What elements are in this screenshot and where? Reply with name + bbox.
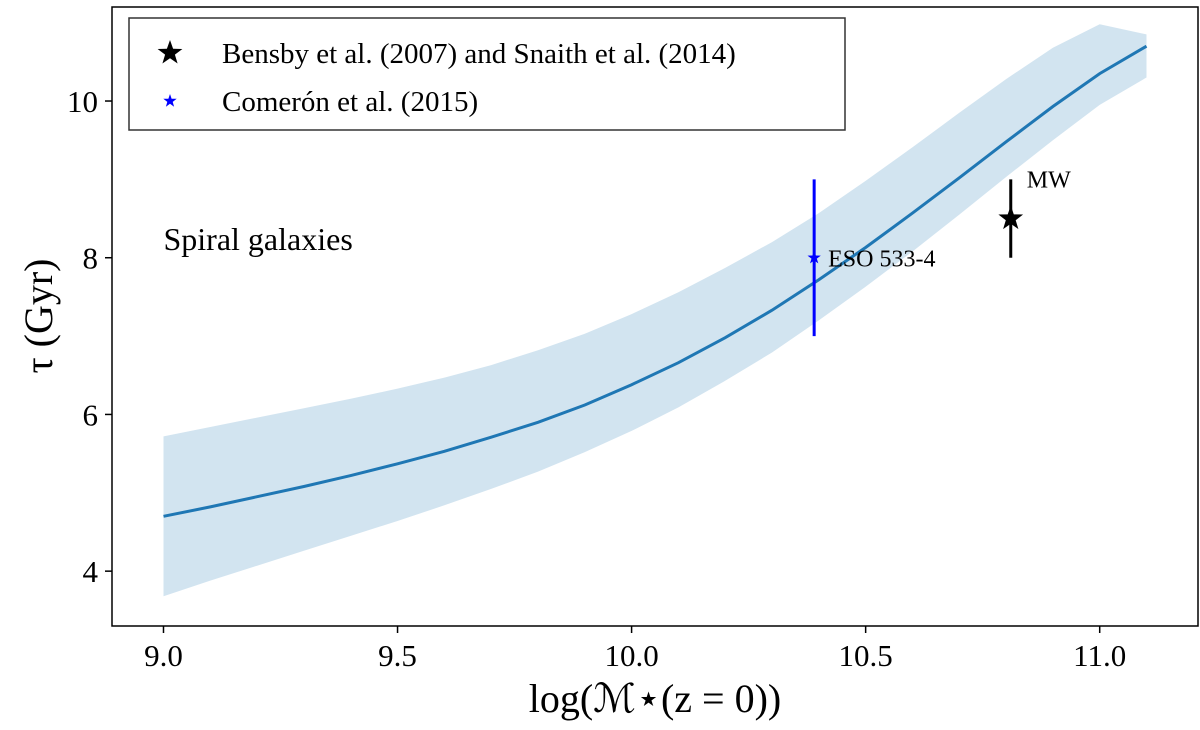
legend-box — [128, 17, 846, 131]
plot-frame — [111, 6, 1199, 627]
legend: Bensby et al. (2007) and Snaith et al. (… — [128, 17, 846, 131]
x-tick-label: 10.5 — [839, 638, 893, 673]
y-tick-label: 4 — [83, 554, 99, 589]
plot-area: MW ESO 533-4 Spiral galaxies — [163, 24, 1148, 597]
series-line — [163, 44, 1148, 518]
y-tick-label: 10 — [67, 84, 98, 119]
legend-label-comeron: Comerón et al. (2015) — [222, 86, 478, 118]
mw-star-marker — [998, 205, 1024, 230]
x-tick-label: 10.0 — [604, 638, 658, 673]
eso-label: ESO 533-4 — [828, 247, 935, 273]
y-tick-label: 8 — [83, 241, 99, 276]
y-axis: 4 6 8 10 — [67, 84, 112, 589]
uncertainty-band — [163, 24, 1147, 597]
x-axis: 9.0 9.5 10.0 10.5 11.0 — [144, 626, 1126, 673]
y-tick-label: 6 — [83, 397, 99, 432]
legend-marker-blue-star — [163, 94, 177, 107]
mw-label: MW — [1027, 167, 1071, 193]
legend-label-bensby: Bensby et al. (2007) and Snaith et al. (… — [222, 38, 736, 70]
spiral-galaxies-annotation: Spiral galaxies — [163, 221, 352, 257]
x-axis-title: log(ℳ⋆(z = 0)) — [529, 676, 782, 721]
legend-marker-black-star — [157, 40, 183, 64]
x-tick-label: 9.5 — [378, 638, 417, 673]
x-tick-label: 11.0 — [1073, 638, 1126, 673]
y-axis-title: τ (Gyr) — [16, 259, 61, 374]
x-tick-label: 9.0 — [144, 638, 183, 673]
eso-star-marker — [807, 250, 821, 264]
